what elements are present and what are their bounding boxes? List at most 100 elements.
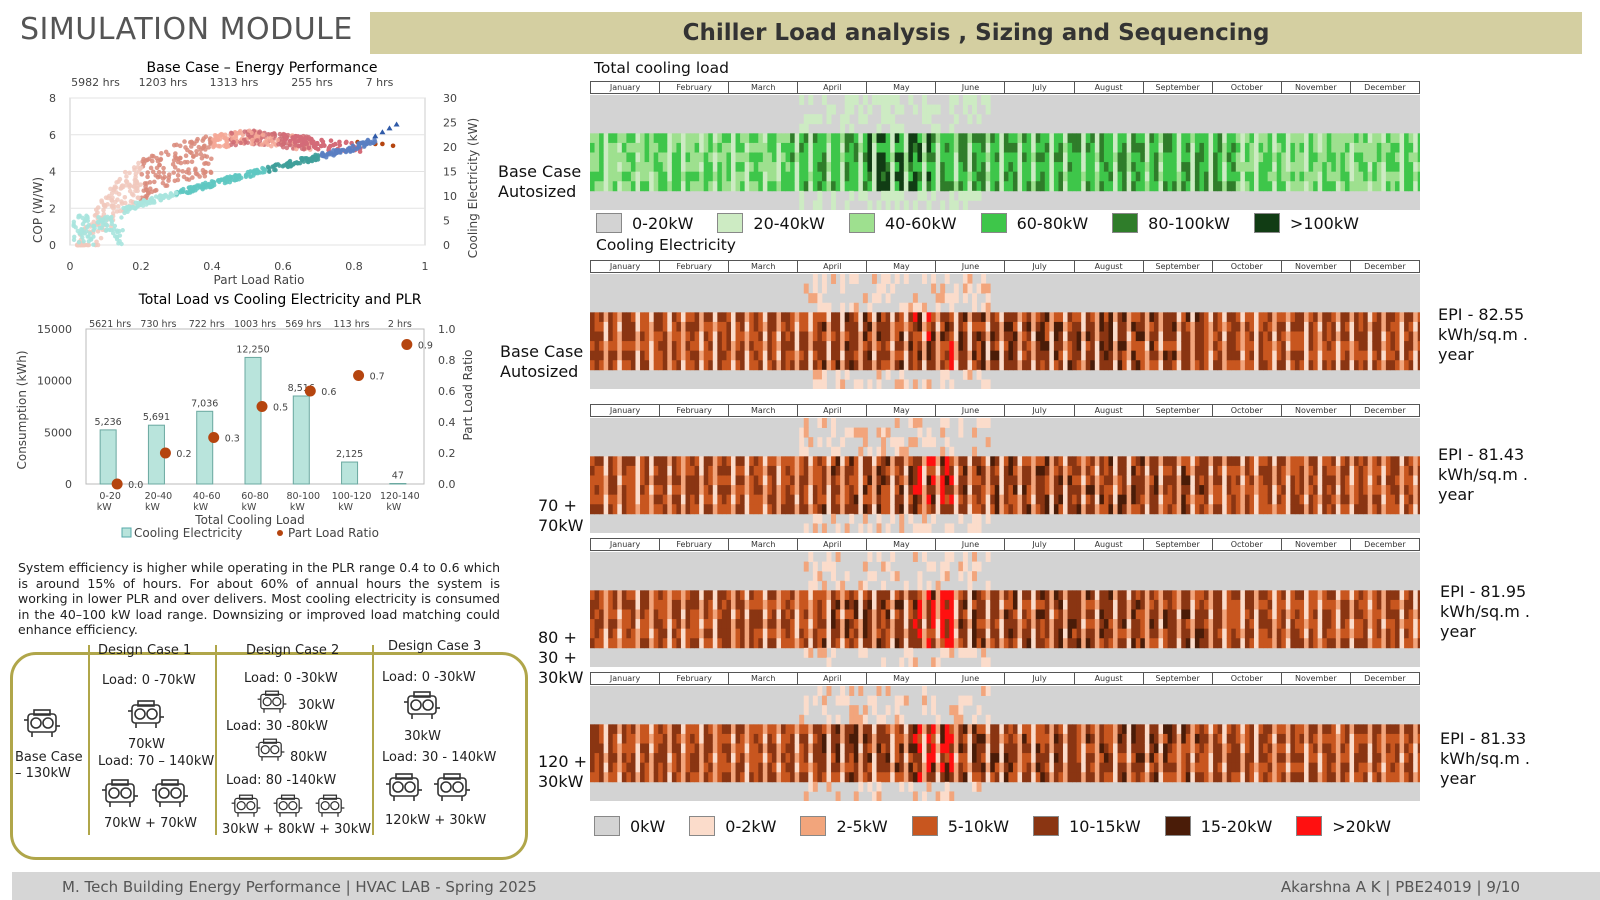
heatmap-cell [603,331,609,342]
heatmap-cell [881,181,887,192]
heatmap-cell [1376,360,1382,371]
heatmap-cell [881,283,887,294]
heatmap-cell [985,379,991,389]
heatmap-cell [799,427,805,438]
heatmap-cell [1394,133,1400,144]
heatmap-cell [776,350,782,361]
heatmap-cell [817,379,823,389]
heatmap-cell [1090,312,1096,323]
heatmap-cell [749,350,755,361]
heatmap-cell [1022,504,1028,515]
heatmap-cell [730,181,736,192]
heatmap-cell [1322,456,1328,467]
heatmap-cell [890,181,896,192]
heatmap-cell [744,133,750,144]
heatmap-cell [985,494,991,505]
heatmap-cell [1122,152,1128,163]
heatmap-cell [899,331,905,342]
heatmap-cell [1131,171,1137,182]
heatmap-cell [1349,331,1355,342]
heatmap-cell [867,142,873,153]
heatmap-cell [803,133,809,144]
chiller-graphic [404,691,440,719]
heatmap-cell [676,504,682,515]
heatmap-cell [953,171,959,182]
heatmap-cell [853,504,859,515]
heatmap-cell [817,475,823,486]
heatmap-cell [1331,171,1337,182]
heatmap-cell [867,485,873,496]
heatmap-cell [712,475,718,486]
heatmap-cell [935,302,941,313]
design-case-2-unit1: 30kW [298,698,335,713]
heatmap-cell [890,114,896,125]
legend-item: 0-20kW [596,213,693,233]
heatmap-cell [1144,360,1150,371]
heatmap-cell [817,331,823,342]
heatmap-cell [608,133,614,144]
heatmap-cell [1240,142,1246,153]
heatmap-cell [949,465,955,476]
heatmap-cell [1235,312,1241,323]
heatmap-cell [949,350,955,361]
heatmap-cell [667,171,673,182]
heatmap-cell [912,321,918,332]
heatmap-cell [771,341,777,352]
electricity-point [280,164,286,169]
heatmap-cell [885,152,891,163]
heatmap-cell [894,171,900,182]
heatmap-cell [1026,341,1032,352]
heatmap-cell [1003,162,1009,173]
heatmap-cell [940,283,946,294]
heatmap-cell [1094,475,1100,486]
heatmap-cell [667,162,673,173]
heatmap-cell [831,456,836,467]
chiller-fan [320,800,330,811]
heatmap-cell [835,171,841,182]
heatmap-cell [1008,162,1014,173]
heatmap-cell [1081,162,1087,173]
heatmap-cell [935,321,941,332]
heatmap-cell [808,293,814,304]
design-case-2-unit3: 30kW + 80kW + 30kW [222,822,372,837]
chiller-icon [230,792,262,823]
heatmap-cell [758,465,764,476]
electricity-point [188,186,194,192]
heatmap-cell [694,456,700,467]
heatmap-cell [1244,171,1250,182]
heatmap-cell [1276,485,1282,496]
heatmap-cell [1322,494,1328,505]
chiller-body [234,797,258,814]
heatmap-cell [617,619,623,630]
cooling-load-heatmap [590,95,1420,210]
heatmap-cell [1085,142,1091,153]
heatmap-cell [1358,341,1364,352]
heatmap-cell [1299,504,1305,515]
heatmap-cell [735,331,741,342]
heatmap-cell [922,162,927,173]
heatmap-cell [1226,152,1232,163]
heatmap-cell [817,360,823,371]
heatmap-cell [935,341,941,352]
bar-ylabel: Consumption (kWh) [15,350,29,469]
heatmap-cell [762,171,768,182]
heatmap-cell [908,418,914,428]
heatmap-cell [817,171,823,182]
heatmap-cell [649,171,655,182]
heatmap-cell [972,331,977,342]
heatmap-cell [794,494,800,505]
heatmap-cell [1153,312,1159,323]
heatmap-cell [944,293,950,304]
heatmap-cell [781,133,786,144]
heatmap-cell [1326,341,1332,352]
heatmap-cell [1285,341,1291,352]
heatmap-cell [1122,475,1128,486]
heatmap-cell [899,360,905,371]
heatmap-cell [612,638,618,649]
cop-point [194,152,199,157]
heatmap-cell [1113,475,1118,486]
heatmap-cell [1185,465,1191,476]
heatmap-cell [876,513,882,524]
heatmap-cell [1213,133,1219,144]
heatmap-cell [803,360,809,371]
